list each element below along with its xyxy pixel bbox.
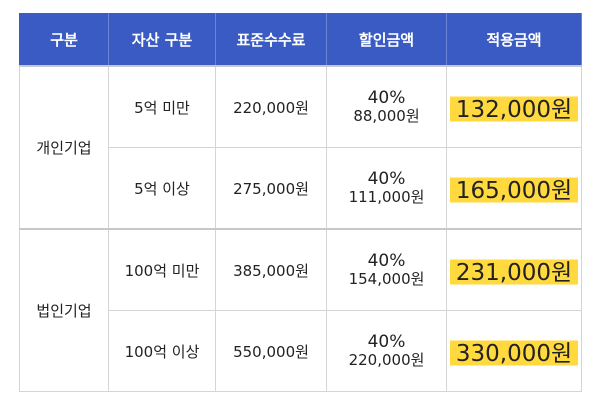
table-body: 개인기업 5억 미만 220,000원 40% 88,000원 132,000원… <box>19 65 582 392</box>
discount-percent: 40% <box>361 169 412 190</box>
category-cell: 법인기업 <box>19 228 109 392</box>
header-standard-fee: 표준수수료 <box>215 13 327 67</box>
discount-cell: 40% 88,000원 <box>326 65 447 148</box>
standard-fee-cell: 275,000원 <box>215 147 327 230</box>
asset-cell: 100억 미만 <box>108 228 216 311</box>
header-asset: 자산 구분 <box>108 13 216 67</box>
standard-fee-cell: 385,000원 <box>215 228 327 311</box>
table-row: 100억 이상 550,000원 40% 220,000원 330,000원 <box>20 310 582 392</box>
category-cell: 개인기업 <box>19 65 109 230</box>
asset-cell: 5억 이상 <box>108 147 216 230</box>
header-applied-amount: 적용금액 <box>446 13 582 67</box>
discount-percent: 40% <box>361 88 412 109</box>
discount-percent: 40% <box>361 251 412 272</box>
discount-cell: 40% 111,000원 <box>326 147 447 230</box>
table-row: 법인기업 100억 미만 385,000원 40% 154,000원 231,0… <box>19 228 582 392</box>
applied-amount-cell: 330,000원 <box>446 310 582 392</box>
discount-amount: 88,000원 <box>353 107 420 126</box>
asset-cell: 100억 이상 <box>108 310 216 392</box>
header-discount: 할인금액 <box>326 13 447 67</box>
applied-amount: 132,000원 <box>449 88 579 126</box>
applied-amount-cell: 231,000원 <box>446 228 582 311</box>
standard-fee-cell: 550,000원 <box>215 310 327 392</box>
discount-percent: 40% <box>361 332 412 353</box>
applied-amount-cell: 165,000원 <box>446 147 582 230</box>
applied-amount: 330,000원 <box>449 332 579 370</box>
discount-amount: 154,000원 <box>348 270 425 289</box>
applied-amount: 165,000원 <box>449 169 579 207</box>
discount-amount: 220,000원 <box>348 351 425 370</box>
asset-cell: 5억 미만 <box>108 65 216 148</box>
table-row: 개인기업 5억 미만 220,000원 40% 88,000원 132,000원 <box>19 65 582 230</box>
fee-table: 구분 자산 구분 표준수수료 할인금액 적용금액 개인기업 5억 미만 220,… <box>19 13 582 392</box>
applied-amount-cell: 132,000원 <box>446 65 582 148</box>
table-header: 구분 자산 구분 표준수수료 할인금액 적용금액 <box>19 13 582 67</box>
header-category: 구분 <box>19 13 109 67</box>
discount-cell: 40% 220,000원 <box>326 310 447 392</box>
discount-amount: 111,000원 <box>348 188 425 207</box>
standard-fee-cell: 220,000원 <box>215 65 327 148</box>
discount-cell: 40% 154,000원 <box>326 228 447 311</box>
fee-table-container: 구분 자산 구분 표준수수료 할인금액 적용금액 개인기업 5억 미만 220,… <box>19 13 582 392</box>
header-row: 구분 자산 구분 표준수수료 할인금액 적용금액 <box>19 13 582 67</box>
applied-amount: 231,000원 <box>449 251 579 289</box>
table-row: 5억 이상 275,000원 40% 111,000원 165,000원 <box>20 147 582 230</box>
